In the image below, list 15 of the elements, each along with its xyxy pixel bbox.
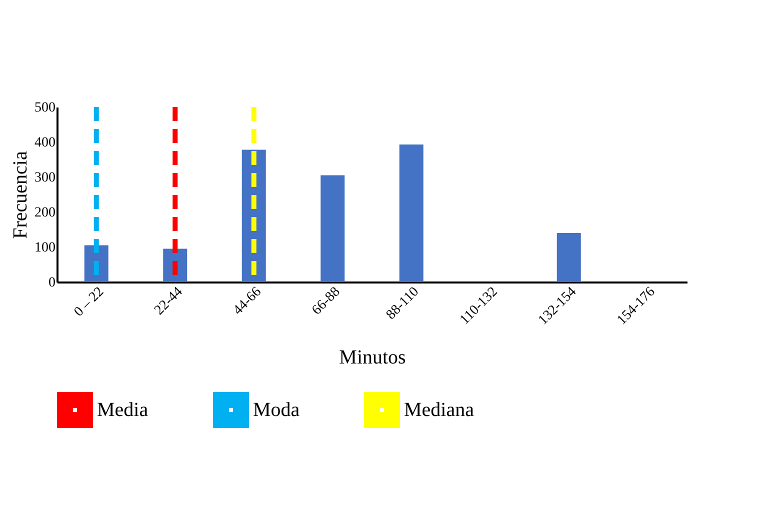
x-axis-title: Minutos xyxy=(339,346,406,368)
y-tick-label: 0 xyxy=(48,276,56,290)
bar xyxy=(320,175,345,282)
x-tick-label: 0 – 22 xyxy=(72,284,107,320)
y-tick-label: 100 xyxy=(34,240,56,256)
y-axis-title: Frecuencia xyxy=(10,151,32,239)
legend-label: Media xyxy=(97,399,148,421)
y-tick-label: 500 xyxy=(34,100,56,116)
y-tick-label: 400 xyxy=(34,136,56,150)
y-tick-label: 300 xyxy=(34,170,56,186)
legend-label: Mediana xyxy=(404,399,474,421)
bar xyxy=(399,144,424,282)
y-tick-label: 200 xyxy=(34,206,56,220)
bar xyxy=(556,233,581,282)
legend-label: Moda xyxy=(253,399,300,421)
